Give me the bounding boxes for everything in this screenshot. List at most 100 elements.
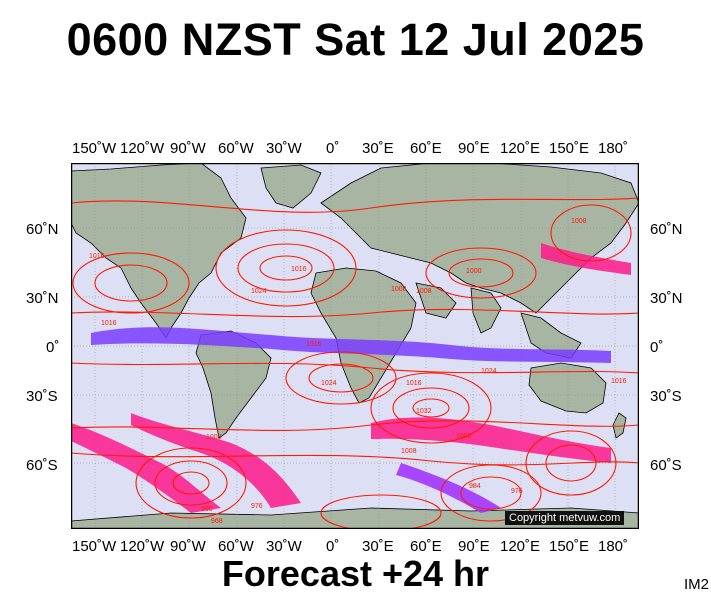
isobar-label: 1008 [206, 434, 222, 441]
isobar-tropics-2 [70, 362, 640, 374]
copyright-notice: Copyright metvuw.com [505, 511, 625, 525]
isobar-label: 1016 [101, 320, 117, 327]
lon-label-bottom: 120˚W [120, 538, 165, 555]
map-frame [70, 162, 640, 530]
lon-label-bottom: 60˚E [410, 538, 442, 555]
isobar-low-2-inner [460, 476, 522, 510]
lon-label-top: 60˚E [410, 140, 442, 157]
lon-label-top: 0˚ [326, 140, 340, 157]
isobar-low-1 [135, 447, 247, 519]
lon-label-top: 60˚W [218, 140, 254, 157]
isobar-label: 1016 [291, 266, 307, 273]
isobar-label: 1016 [306, 341, 322, 348]
weather-map: 1016 1024 1016 1016 1008 1008 1016 1024 … [70, 162, 640, 532]
lon-label-top: 90˚E [458, 140, 490, 157]
isobar-high-indian [370, 372, 492, 444]
lon-label-top: 30˚E [362, 140, 394, 157]
lat-label-left: 0˚ [46, 339, 60, 356]
lon-label-top: 30˚W [266, 140, 302, 157]
europe-asia [320, 162, 640, 314]
isobar-high-indian-inner [392, 387, 470, 429]
isobar-label: 1016 [89, 253, 105, 260]
isobar-label: 1032 [416, 408, 432, 415]
north-america [70, 162, 247, 339]
lon-label-bottom: 30˚W [266, 538, 302, 555]
isobar-low-asia-inner [448, 258, 514, 288]
australia [528, 362, 607, 414]
isobar-label: 984 [469, 483, 481, 490]
lat-label-left: 60˚N [26, 221, 59, 238]
isobar-south-2 [70, 452, 640, 466]
lon-label-top: 150˚E [549, 140, 590, 157]
isobar-low-1-inner [154, 460, 228, 506]
isobar-label: 960 [201, 506, 213, 513]
isobar-label: 1016 [611, 378, 627, 385]
isobar-labels: 1016 1024 1016 1016 1008 1008 1016 1024 … [89, 218, 627, 525]
precip-band-indian [396, 463, 501, 513]
lon-label-top: 150˚W [72, 140, 117, 157]
lat-label-right: 0˚ [650, 339, 664, 356]
lat-label-right: 30˚S [650, 388, 682, 405]
lat-label-right: 60˚N [650, 221, 683, 238]
lon-label-bottom: 120˚E [500, 538, 541, 555]
lon-label-bottom: 90˚W [170, 538, 206, 555]
forecast-label: Forecast +24 hr [221, 553, 490, 594]
lon-label-bottom: 180˚ [598, 538, 629, 555]
lat-label-left: 60˚S [26, 457, 58, 474]
isobar-label: 1000 [466, 268, 482, 275]
isobar-label: 968 [211, 518, 223, 525]
isobar-label: 1016 [406, 380, 422, 387]
image-code: IM2 [683, 576, 709, 593]
lon-label-top: 120˚W [120, 140, 165, 157]
lon-label-top: 180˚ [598, 140, 629, 157]
isobar-low-3-inner [545, 444, 597, 482]
isobar-label: 1024 [481, 368, 497, 375]
isobars [70, 197, 640, 532]
lon-label-bottom: 90˚E [458, 538, 490, 555]
precip-band-south-atlantic [131, 413, 301, 508]
lon-label-top: 120˚E [500, 140, 541, 157]
isobar-label: 1008 [401, 448, 417, 455]
lon-label-bottom: 30˚E [362, 538, 394, 555]
isobar-label: 1000 [456, 433, 472, 440]
isobar-high-south-atlantic-inner [308, 363, 374, 393]
lat-label-right: 30˚N [650, 290, 683, 307]
precip-band-nw-pacific [541, 243, 631, 275]
isobar-label: 976 [511, 488, 523, 495]
lat-label-right: 60˚S [650, 457, 682, 474]
lon-label-bottom: 60˚W [218, 538, 254, 555]
lat-label-left: 30˚N [26, 290, 59, 307]
isobar-south-1 [70, 420, 640, 431]
isobar-high-indian-core [412, 398, 450, 418]
isobar-high-atlantic [215, 229, 357, 307]
isobar-label: 1024 [251, 288, 267, 295]
isobar-label: 1008 [391, 286, 407, 293]
map-title: 0600 NZST Sat 12 Jul 2025 [66, 14, 645, 65]
isobar-high-atlantic-inner [237, 243, 335, 293]
isobar-high-pacific-inner [94, 264, 168, 302]
lon-label-top: 90˚W [170, 140, 206, 157]
new-zealand [612, 412, 627, 439]
isobar-label: 976 [251, 503, 263, 510]
lon-label-bottom: 150˚E [549, 538, 590, 555]
isobar-low-asia [425, 247, 537, 299]
isobar-low-3 [525, 430, 617, 496]
precip-band-south-pacific [71, 423, 221, 513]
isobar-high-pacific [72, 252, 190, 314]
africa [310, 267, 417, 404]
isobar-label: 1008 [416, 288, 432, 295]
land-masses [70, 162, 640, 530]
isobar-label: 1024 [321, 380, 337, 387]
isobar-high-south-atlantic [285, 351, 397, 405]
isobar-high-atlantic-core [259, 255, 313, 281]
lon-label-bottom: 150˚W [72, 538, 117, 555]
lon-label-bottom: 0˚ [326, 538, 340, 555]
isobar-north-1 [70, 197, 640, 213]
greenland [260, 164, 322, 209]
isobar-tropics-1 [70, 308, 640, 318]
isobar-low-nepac [550, 204, 632, 262]
lat-label-left: 30˚S [26, 388, 58, 405]
isobar-low-1-core [172, 471, 210, 495]
weather-map-canvas: 1016 1024 1016 1016 1008 1008 1016 1024 … [70, 162, 640, 532]
precip-band-equatorial [91, 327, 611, 363]
